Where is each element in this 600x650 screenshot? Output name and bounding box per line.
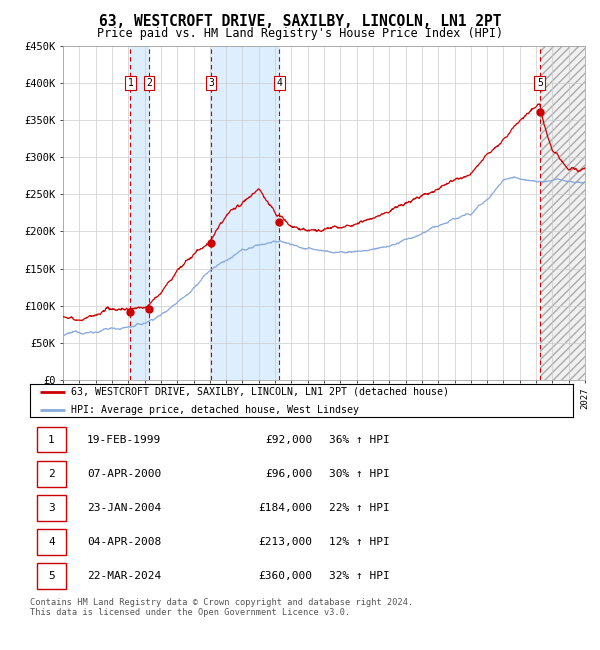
Text: 22% ↑ HPI: 22% ↑ HPI [329,502,389,513]
Text: 5: 5 [48,571,55,580]
Text: £92,000: £92,000 [265,435,313,445]
Text: 3: 3 [48,502,55,513]
FancyBboxPatch shape [37,426,67,452]
Text: 4: 4 [48,537,55,547]
Text: 04-APR-2008: 04-APR-2008 [87,537,161,547]
Text: 63, WESTCROFT DRIVE, SAXILBY, LINCOLN, LN1 2PT (detached house): 63, WESTCROFT DRIVE, SAXILBY, LINCOLN, L… [71,387,449,397]
Text: 1: 1 [127,78,133,88]
Bar [211,46,280,380]
Text: 5: 5 [537,78,543,88]
Text: 07-APR-2000: 07-APR-2000 [87,469,161,478]
Text: 1: 1 [48,435,55,445]
FancyBboxPatch shape [37,528,67,554]
Text: 32% ↑ HPI: 32% ↑ HPI [329,571,389,580]
Text: 19-FEB-1999: 19-FEB-1999 [87,435,161,445]
Text: 22-MAR-2024: 22-MAR-2024 [87,571,161,580]
FancyBboxPatch shape [37,495,67,521]
Text: HPI: Average price, detached house, West Lindsey: HPI: Average price, detached house, West… [71,405,359,415]
Text: Contains HM Land Registry data © Crown copyright and database right 2024.
This d: Contains HM Land Registry data © Crown c… [30,598,413,618]
Text: 30% ↑ HPI: 30% ↑ HPI [329,469,389,478]
Text: £213,000: £213,000 [259,537,313,547]
FancyBboxPatch shape [37,461,67,487]
Text: £96,000: £96,000 [265,469,313,478]
Text: 12% ↑ HPI: 12% ↑ HPI [329,537,389,547]
FancyBboxPatch shape [37,563,67,589]
Bar [130,46,149,380]
Text: 3: 3 [208,78,214,88]
Text: 63, WESTCROFT DRIVE, SAXILBY, LINCOLN, LN1 2PT: 63, WESTCROFT DRIVE, SAXILBY, LINCOLN, L… [99,14,501,29]
Text: 36% ↑ HPI: 36% ↑ HPI [329,435,389,445]
Text: 2: 2 [146,78,152,88]
Text: £184,000: £184,000 [259,502,313,513]
Text: Price paid vs. HM Land Registry's House Price Index (HPI): Price paid vs. HM Land Registry's House … [97,27,503,40]
Text: £360,000: £360,000 [259,571,313,580]
Text: 23-JAN-2004: 23-JAN-2004 [87,502,161,513]
Text: 2: 2 [48,469,55,478]
Text: 4: 4 [277,78,283,88]
Bar [540,46,585,380]
